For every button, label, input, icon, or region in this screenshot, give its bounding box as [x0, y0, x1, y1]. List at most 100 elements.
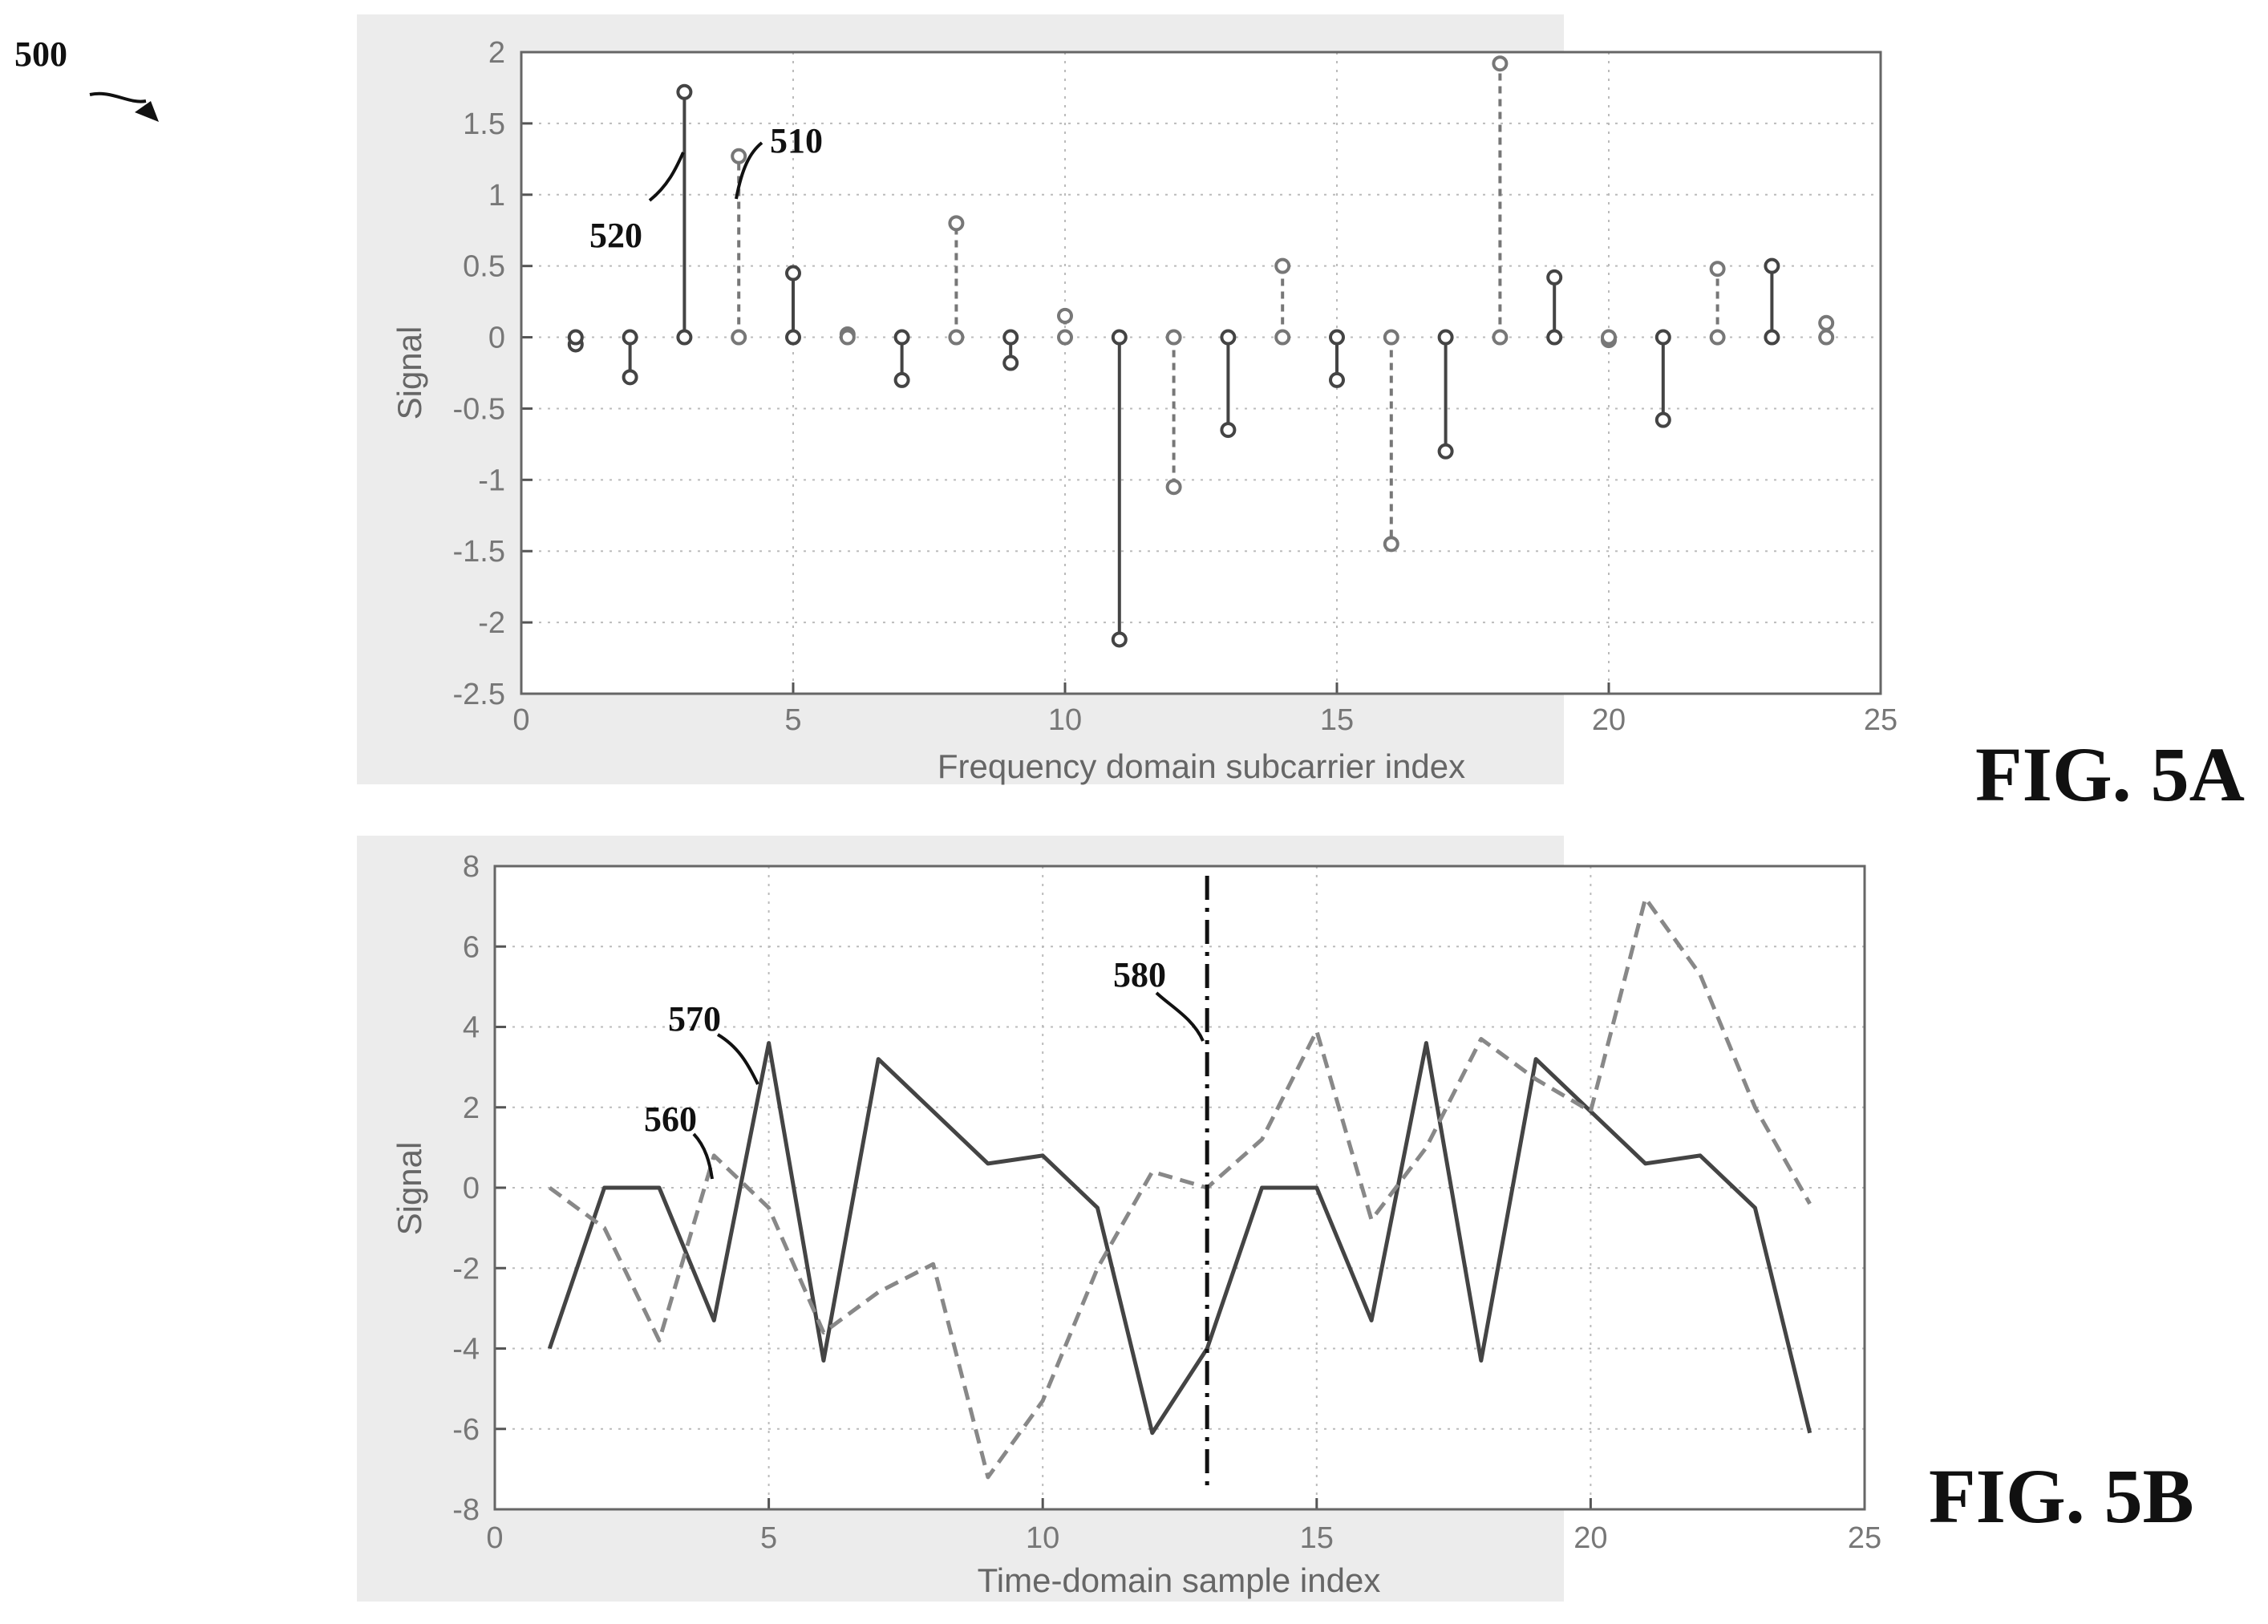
y-tick-label: -1	[478, 464, 505, 497]
stem-marker	[948, 215, 965, 232]
y-tick-label: -2.5	[453, 678, 505, 711]
stem-marker	[1818, 314, 1835, 331]
stem-base-marker	[567, 329, 584, 346]
y-tick-label: 0.5	[463, 250, 505, 284]
y-tick-label: 1.5	[463, 107, 505, 141]
stem-base-marker	[785, 329, 801, 346]
x-tick-label: 10	[1048, 703, 1082, 737]
stem-marker	[1329, 371, 1345, 388]
y-tick-label: 1	[488, 179, 505, 213]
x-tick-label: 5	[760, 1521, 777, 1555]
stem-base-marker	[1111, 329, 1128, 346]
stem-base-marker	[1654, 329, 1671, 346]
x-tick-label: 15	[1300, 1521, 1334, 1555]
stem-base-marker	[1383, 329, 1399, 346]
stem-marker	[1111, 631, 1128, 648]
stem-marker	[1057, 307, 1073, 324]
axes-frame	[520, 51, 1882, 695]
stem-base-marker	[948, 329, 965, 346]
figure-label: FIG. 5B	[1929, 1453, 2194, 1539]
stem-base-marker	[1601, 329, 1617, 346]
stem-base-marker	[1002, 329, 1019, 346]
annotation-560: 560	[644, 1100, 697, 1139]
annotation-leader	[648, 152, 685, 202]
stem-base-marker	[676, 329, 693, 346]
y-tick-label: -1.5	[453, 535, 505, 569]
axes-frame	[493, 865, 1866, 1511]
annotation-leader	[716, 1033, 759, 1085]
y-tick-label: -8	[452, 1493, 480, 1527]
annotation-leader	[692, 1132, 714, 1180]
stem-marker	[1383, 536, 1399, 553]
annotation-570: 570	[668, 999, 721, 1039]
series-line-570	[547, 1041, 1812, 1436]
stem-base-marker	[1546, 329, 1563, 346]
x-tick-label: 5	[784, 703, 801, 737]
annotation-510: 510	[770, 121, 823, 160]
annotation-leader	[1155, 991, 1205, 1042]
stem-base-marker	[622, 329, 638, 346]
stem-marker	[785, 265, 801, 281]
y-tick-label: 0	[488, 322, 505, 355]
x-tick-label: 20	[1592, 703, 1626, 737]
figure-ref-500: 500	[14, 34, 67, 74]
stem-marker	[1709, 261, 1726, 277]
x-tick-label: 0	[512, 703, 529, 737]
stem-marker	[622, 369, 638, 386]
y-tick-label: -6	[452, 1413, 480, 1447]
figure-ref-arrow	[89, 91, 147, 103]
y-tick-label: 2	[463, 1091, 480, 1125]
stem-marker	[1220, 422, 1237, 439]
stem-marker	[1492, 55, 1509, 72]
x-tick-label: 20	[1573, 1521, 1607, 1555]
stem-marker	[1002, 354, 1019, 371]
y-tick-label: -4	[452, 1333, 480, 1367]
figure-label: FIG. 5A	[1975, 731, 2245, 817]
chart-5b: 0 5 10 15 20 2586420-2-4-6-8570560580Time-dom…	[357, 836, 2194, 1602]
y-tick-label: -2	[478, 606, 505, 640]
stem-base-marker	[1274, 329, 1291, 346]
x-axis-label: Time-domain sample index	[978, 1561, 1381, 1599]
stem-base-marker	[1329, 329, 1345, 346]
x-tick-label: 0	[486, 1521, 503, 1555]
stem-marker	[1274, 257, 1291, 274]
chart-5a: 0 5 10 15 20 2521.510.50-0.5-1-1.5-2-2.552051…	[357, 14, 2245, 817]
y-axis-label: Signal	[391, 326, 428, 420]
y-axis-label: Signal	[391, 1142, 428, 1236]
stem-marker	[1165, 479, 1182, 496]
stem-base-marker	[1492, 329, 1509, 346]
stem-marker	[1546, 269, 1563, 286]
plot-area	[521, 52, 1881, 694]
stem-base-marker	[1437, 329, 1454, 346]
stem-marker	[731, 148, 747, 164]
annotation-520: 520	[589, 216, 642, 255]
stem-base-marker	[1709, 329, 1726, 346]
annotation-580: 580	[1113, 955, 1166, 994]
annotation-leader	[735, 141, 763, 200]
stem-marker	[676, 83, 693, 100]
stem-marker	[1654, 411, 1671, 428]
y-tick-label: -2	[452, 1252, 480, 1286]
stem-base-marker	[1818, 329, 1835, 346]
x-axis-label: Frequency domain subcarrier index	[938, 747, 1465, 785]
x-tick-label: 25	[1848, 1521, 1881, 1555]
stem-base-marker	[1764, 329, 1780, 346]
x-tick-label: 25	[1864, 703, 1897, 737]
y-tick-label: 0	[463, 1172, 480, 1205]
y-tick-label: 6	[463, 930, 480, 964]
y-tick-label: -0.5	[453, 392, 505, 426]
stem-base-marker	[893, 329, 910, 346]
stem-base-marker	[839, 329, 856, 346]
y-tick-label: 2	[488, 36, 505, 70]
series-line-560	[548, 896, 1812, 1480]
stem-base-marker	[731, 329, 747, 346]
stem-base-marker	[1057, 329, 1073, 346]
x-tick-label: 10	[1026, 1521, 1059, 1555]
stem-marker	[1764, 257, 1780, 274]
x-tick-label: 15	[1320, 703, 1354, 737]
stem-marker	[893, 371, 910, 388]
y-tick-label: 4	[463, 1011, 480, 1045]
stem-base-marker	[1220, 329, 1237, 346]
plot-area	[495, 866, 1865, 1509]
